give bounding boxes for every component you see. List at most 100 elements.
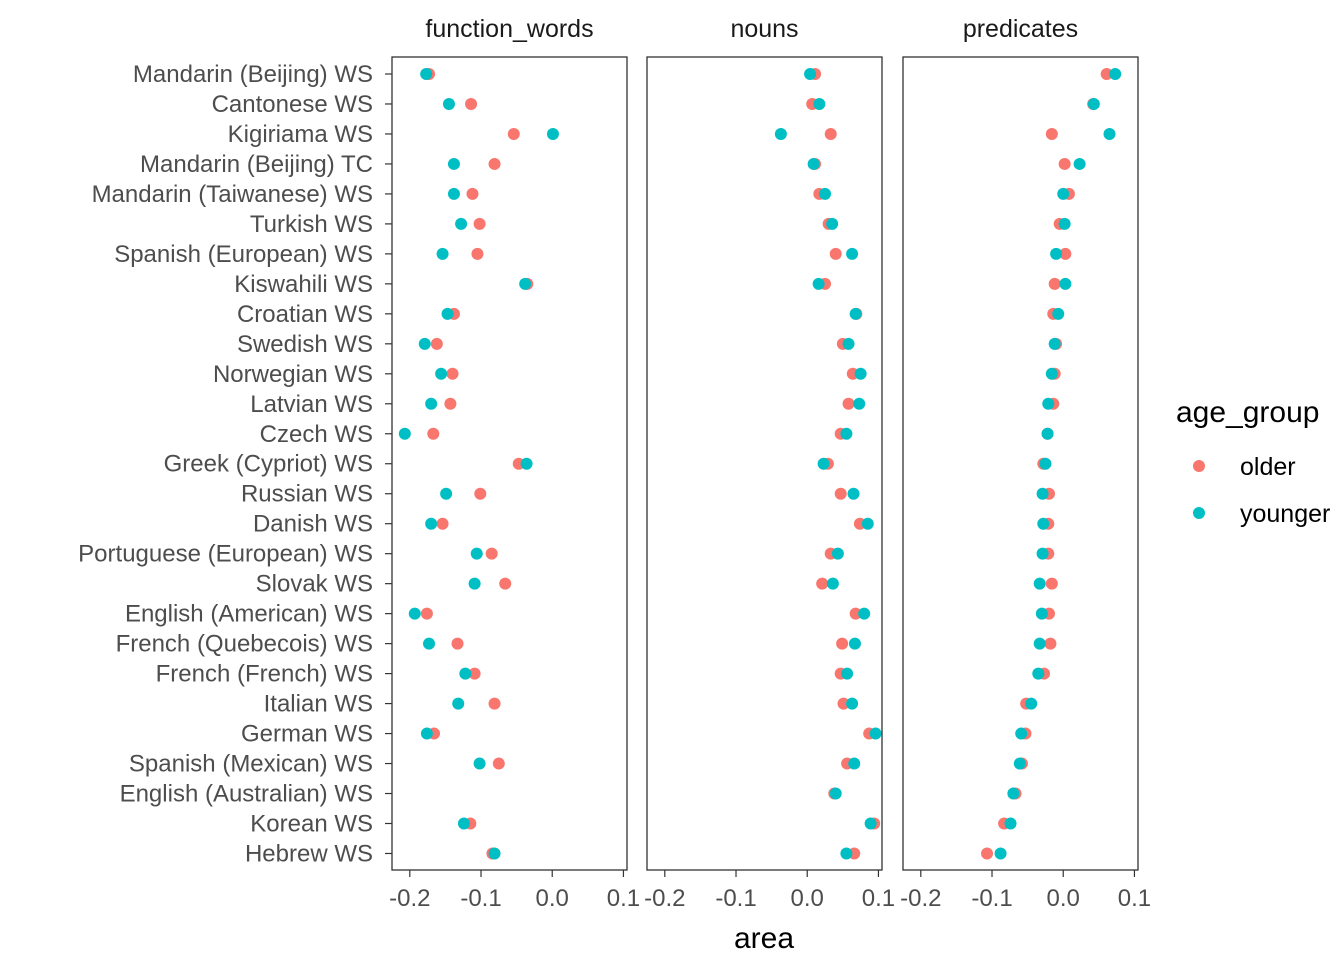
point-younger-spanish-european-ws — [436, 247, 449, 260]
x-tick-label: 0.1 — [862, 885, 895, 912]
point-older-french-quebecois-ws — [836, 637, 849, 650]
point-younger-german-ws — [1015, 727, 1028, 740]
y-label-kiswahili-ws: Kiswahili WS — [234, 271, 373, 298]
point-younger-czech-ws — [1041, 427, 1054, 440]
point-older-spanish-european-ws — [1059, 247, 1072, 260]
point-older-mandarin-beijing-tc — [1058, 157, 1071, 170]
y-label-turkish-ws: Turkish WS — [250, 211, 373, 238]
point-older-russian-ws — [834, 487, 847, 500]
legend-key-older — [1193, 460, 1205, 472]
point-younger-english-australian-ws — [1007, 787, 1020, 800]
point-younger-slovak-ws — [1033, 577, 1046, 590]
point-younger-kigiriama-ws — [774, 127, 787, 140]
point-younger-mandarin-beijing-tc — [447, 157, 460, 170]
point-older-spanish-mexican-ws — [492, 757, 505, 770]
point-younger-norwegian-ws — [1045, 367, 1058, 380]
x-tick-label: -0.1 — [715, 885, 756, 912]
point-older-mandarin-taiwanese-ws — [466, 187, 479, 200]
point-older-spanish-european-ws — [471, 247, 484, 260]
point-older-french-french-ws — [468, 667, 481, 680]
point-younger-spanish-mexican-ws — [1013, 757, 1026, 770]
point-younger-kiswahili-ws — [519, 277, 532, 290]
point-younger-german-ws — [869, 727, 882, 740]
point-older-slovak-ws — [1045, 577, 1058, 590]
panel-predicates: predicates -0.2 -0.1 0.0 0.1 — [900, 15, 1151, 912]
x-tick-label: 0.0 — [536, 885, 569, 912]
panel-border — [902, 56, 1139, 871]
point-younger-norwegian-ws — [435, 367, 448, 380]
panel-title: predicates — [963, 15, 1078, 43]
point-older-russian-ws — [474, 487, 487, 500]
y-label-hebrew-ws: Hebrew WS — [245, 840, 373, 867]
point-younger-kiswahili-ws — [812, 277, 825, 290]
point-younger-mandarin-beijing-ws — [1109, 68, 1122, 80]
y-label-italian-ws: Italian WS — [264, 691, 373, 718]
point-older-danish-ws — [436, 517, 449, 530]
point-older-english-american-ws — [420, 607, 433, 620]
point-younger-kigiriama-ws — [1103, 127, 1116, 140]
panel-nouns: nouns -0.2 -0.1 0.0 0.1 — [644, 15, 895, 912]
point-older-latvian-ws — [842, 397, 855, 410]
y-label-english-american-ws: English (American) WS — [125, 601, 373, 628]
point-younger-russian-ws — [1036, 487, 1049, 500]
point-younger-czech-ws — [840, 427, 853, 440]
point-younger-german-ws — [420, 727, 433, 740]
point-younger-french-french-ws — [841, 667, 854, 680]
panel-border — [646, 56, 883, 871]
y-label-greek-cypriot-ws: Greek (Cypriot) WS — [164, 451, 373, 478]
point-younger-croatian-ws — [1052, 307, 1065, 320]
point-younger-croatian-ws — [849, 307, 862, 320]
point-older-latvian-ws — [444, 397, 457, 410]
y-label-danish-ws: Danish WS — [253, 511, 373, 538]
legend-entries: older younger — [1193, 453, 1330, 528]
point-younger-kigiriama-ws — [546, 127, 559, 140]
panel-border — [391, 56, 628, 871]
point-younger-spanish-mexican-ws — [473, 757, 486, 770]
x-tick-label: 0.1 — [607, 885, 640, 912]
y-label-mandarin-beijing-ws: Mandarin (Beijing) WS — [133, 61, 373, 88]
point-younger-danish-ws — [1037, 517, 1050, 530]
point-younger-mandarin-beijing-tc — [1073, 157, 1086, 170]
point-younger-portuguese-european-ws — [1036, 547, 1049, 560]
point-older-kigiriama-ws — [1045, 127, 1058, 140]
point-younger-portuguese-european-ws — [831, 547, 844, 560]
x-tick-label: -0.1 — [460, 885, 501, 912]
point-younger-french-quebecois-ws — [1033, 637, 1046, 650]
point-younger-cantonese-ws — [813, 97, 826, 110]
point-older-swedish-ws — [430, 337, 443, 350]
y-label-kigiriama-ws: Kigiriama WS — [228, 121, 373, 148]
point-younger-french-french-ws — [1032, 667, 1045, 680]
point-younger-croatian-ws — [441, 307, 454, 320]
y-label-croatian-ws: Croatian WS — [237, 301, 373, 328]
point-younger-mandarin-taiwanese-ws — [819, 187, 832, 200]
point-older-french-quebecois-ws — [451, 637, 464, 650]
point-older-english-american-ws — [849, 607, 862, 620]
facet-panels: function_words -0.2 -0.1 0.0 0.1 nouns -0.2 -0.… — [389, 15, 1151, 912]
point-younger-norwegian-ws — [854, 367, 867, 380]
x-tick-label: 0.1 — [1118, 885, 1151, 912]
point-older-italian-ws — [488, 697, 501, 710]
point-younger-hebrew-ws — [488, 847, 501, 860]
point-younger-cantonese-ws — [1087, 97, 1100, 110]
point-younger-french-quebecois-ws — [848, 637, 861, 650]
point-older-portuguese-european-ws — [485, 547, 498, 560]
point-younger-spanish-european-ws — [1050, 247, 1063, 260]
point-younger-swedish-ws — [1048, 337, 1061, 350]
point-older-kigiriama-ws — [824, 127, 837, 140]
legend-label-older: older — [1240, 453, 1296, 481]
point-younger-italian-ws — [1025, 697, 1038, 710]
point-younger-slovak-ws — [826, 577, 839, 590]
x-tick-label: -0.2 — [644, 885, 685, 912]
point-younger-mandarin-beijing-tc — [807, 157, 820, 170]
x-axis-title: area — [734, 922, 794, 955]
y-label-korean-ws: Korean WS — [250, 811, 373, 838]
point-younger-mandarin-taiwanese-ws — [447, 187, 460, 200]
point-older-norwegian-ws — [446, 367, 459, 380]
x-tick-label: -0.1 — [971, 885, 1012, 912]
point-younger-english-australian-ws — [829, 787, 842, 800]
y-label-norwegian-ws: Norwegian WS — [213, 361, 373, 388]
legend-key-younger — [1193, 507, 1205, 519]
y-label-swedish-ws: Swedish WS — [237, 331, 373, 358]
point-older-french-quebecois-ws — [1044, 637, 1057, 650]
x-tick-label: -0.2 — [389, 885, 430, 912]
